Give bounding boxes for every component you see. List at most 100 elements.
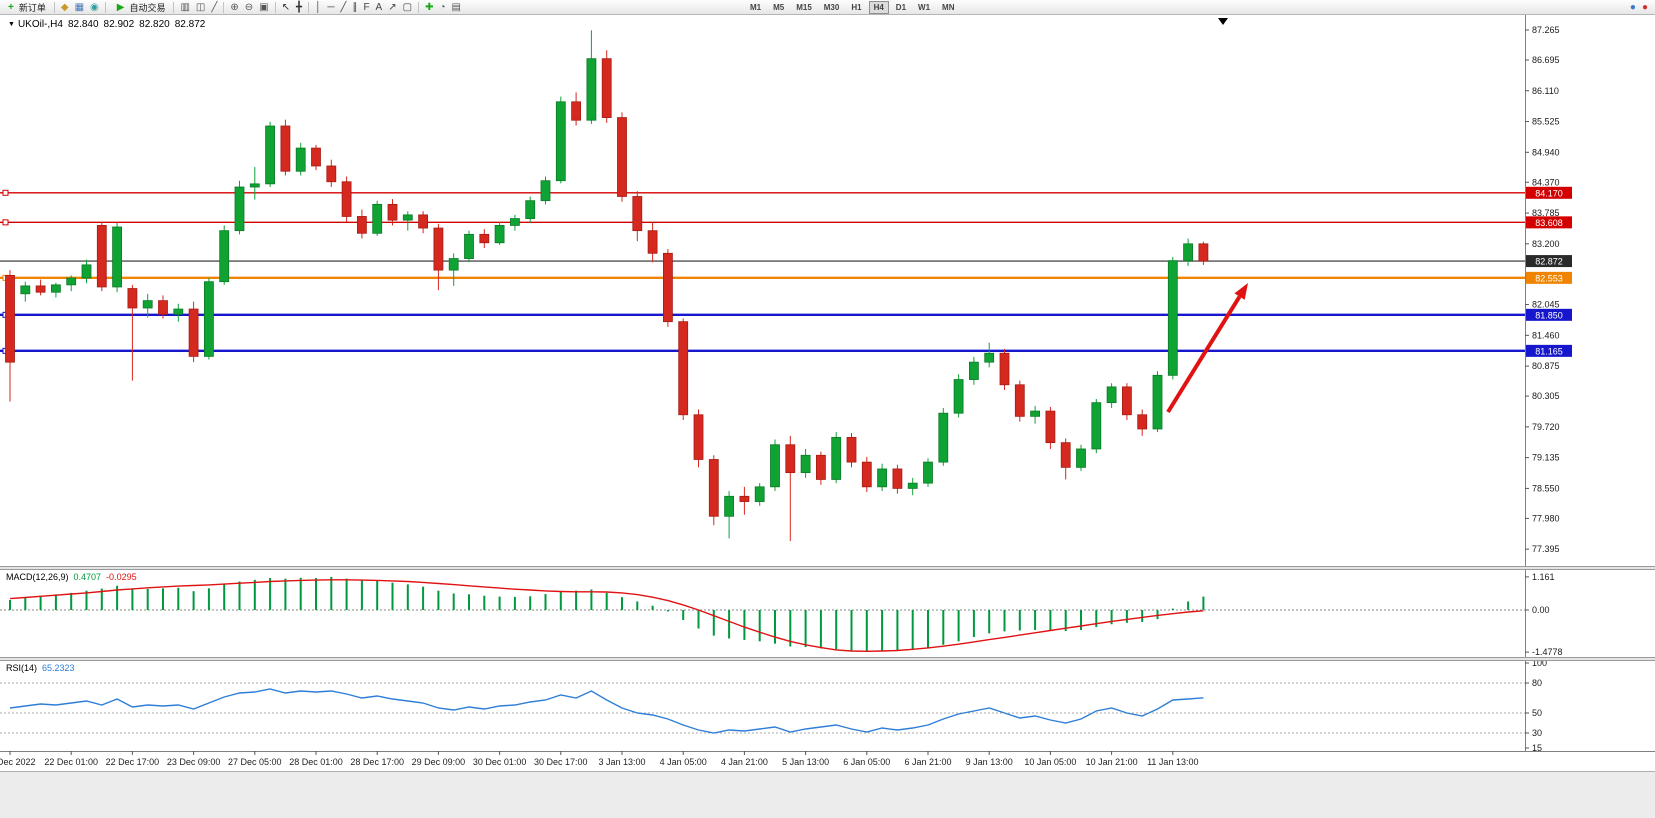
time-axis-label: 5 Jan 13:00 bbox=[782, 757, 829, 767]
time-axis-label: 9 Jan 13:00 bbox=[966, 757, 1013, 767]
candle bbox=[953, 379, 964, 414]
candle bbox=[96, 225, 107, 288]
price-scale[interactable]: 87.265 86.695 86.110 85.525 84.940 84.370 83.7… bbox=[1525, 15, 1655, 771]
tile-windows-icon[interactable]: ▣ bbox=[259, 1, 269, 13]
indicators-add-icon[interactable]: ✚ bbox=[425, 1, 434, 13]
macd-name: MACD(12,26,9) bbox=[6, 572, 69, 582]
candle bbox=[770, 444, 780, 488]
candle bbox=[1060, 442, 1071, 468]
cursor-icon[interactable]: ↖ bbox=[281, 1, 291, 13]
toolbar-separator bbox=[173, 1, 175, 13]
timeframe-m5[interactable]: M5 bbox=[773, 2, 785, 12]
period-icon[interactable]: ◔ bbox=[439, 1, 446, 13]
macd-histogram-bar bbox=[651, 605, 654, 610]
macd-histogram-bar bbox=[422, 586, 425, 610]
macd-histogram-bar bbox=[636, 601, 639, 610]
candle bbox=[479, 233, 490, 244]
shapes-icon[interactable]: ▢ bbox=[402, 1, 413, 13]
timeframe-h4[interactable]: H4 bbox=[868, 0, 889, 14]
pane-splitter[interactable] bbox=[0, 566, 1655, 570]
time-axis-label: 29 Dec 09:00 bbox=[412, 757, 466, 767]
timeframe-h1[interactable]: H1 bbox=[851, 2, 862, 12]
candle bbox=[387, 203, 398, 221]
rsi-value: 65.2323 bbox=[42, 663, 75, 673]
text-icon[interactable]: A bbox=[375, 1, 383, 13]
horizontal-line-icon[interactable]: ─ bbox=[327, 1, 335, 13]
timeframe-mn[interactable]: MN bbox=[942, 2, 955, 12]
rsi-axis-label: 50 bbox=[1532, 708, 1542, 718]
new-order-button[interactable]: + 新订单 bbox=[0, 1, 51, 14]
trend-arrow[interactable] bbox=[1166, 283, 1248, 414]
price-axis-label: 81.460 bbox=[1532, 330, 1560, 340]
data-window-icon[interactable]: ▦ bbox=[74, 1, 85, 13]
auto-trading-label: 自动交易 bbox=[129, 2, 166, 13]
line-handle[interactable] bbox=[2, 219, 9, 226]
channel-icon[interactable]: ∥ bbox=[352, 1, 358, 13]
crosshair-icon[interactable]: ╋ bbox=[296, 1, 303, 13]
template-icon[interactable]: ▤ bbox=[451, 1, 461, 13]
price-badge bbox=[1526, 216, 1572, 229]
macd-histogram-bar bbox=[804, 610, 807, 648]
macd-histogram-bar bbox=[9, 600, 11, 610]
macd-histogram-bar bbox=[315, 578, 317, 610]
macd-histogram-bar bbox=[896, 610, 899, 651]
macd-histogram-bar bbox=[70, 592, 73, 610]
macd-histogram-bar bbox=[192, 591, 195, 610]
time-axis-label: 10 Jan 05:00 bbox=[1024, 757, 1076, 767]
price-axis-background[interactable] bbox=[1525, 15, 1655, 771]
help-icon[interactable]: ● bbox=[1641, 1, 1648, 13]
timeframe-d1[interactable]: D1 bbox=[895, 2, 907, 12]
search-icon[interactable]: ● bbox=[1629, 1, 1636, 13]
timeframe-m30[interactable]: M30 bbox=[823, 2, 840, 12]
macd-main-value: 0.4707 bbox=[73, 572, 102, 582]
timeframe-m15[interactable]: M15 bbox=[796, 2, 812, 12]
bar-chart-icon[interactable]: ▥ bbox=[180, 1, 190, 13]
navigator-icon[interactable]: ◉ bbox=[90, 1, 99, 13]
timeframe-w1[interactable]: W1 bbox=[918, 2, 931, 12]
macd-histogram-bar bbox=[758, 610, 761, 642]
candlestick-chart-icon[interactable]: ◫ bbox=[195, 1, 206, 13]
macd-histogram-bar bbox=[605, 592, 608, 610]
macd-axis-label: 1.161 bbox=[1532, 572, 1555, 582]
candle bbox=[464, 233, 474, 259]
trend-arrow-head[interactable] bbox=[1234, 283, 1248, 300]
candle bbox=[494, 225, 505, 244]
price-badge-value: 81.850 bbox=[1535, 310, 1563, 320]
rsi-axis-label: 15 bbox=[1532, 743, 1542, 753]
status-area bbox=[0, 771, 1655, 818]
candle bbox=[341, 181, 352, 217]
candle bbox=[1183, 243, 1193, 262]
time-axis-label: 3 Jan 13:00 bbox=[598, 757, 645, 767]
candle bbox=[418, 214, 429, 229]
rsi-name: RSI(14) bbox=[6, 663, 38, 673]
market-watch-icon[interactable]: ◆ bbox=[60, 1, 69, 13]
macd-histogram-bar bbox=[957, 610, 960, 642]
line-chart-icon[interactable]: ╱ bbox=[211, 1, 218, 13]
macd-histogram-bar bbox=[1018, 610, 1021, 631]
toolbar-separator bbox=[223, 1, 225, 13]
timeframe-m1[interactable]: M1 bbox=[749, 2, 762, 12]
chart-shift-marker[interactable] bbox=[1218, 18, 1228, 25]
candle bbox=[356, 216, 367, 234]
pane-splitter[interactable] bbox=[0, 657, 1655, 661]
zoom-in-icon[interactable]: ⊕ bbox=[230, 1, 239, 13]
trend-arrow-shaft[interactable] bbox=[1166, 295, 1242, 414]
price-level-lines[interactable] bbox=[0, 189, 1525, 354]
candle bbox=[1137, 414, 1148, 430]
time-axis-background[interactable] bbox=[0, 751, 1655, 771]
toolbar-separator bbox=[104, 1, 106, 13]
time-scale[interactable]: 21 Dec 2022 22 Dec 01:00 22 Dec 17:00 23 De… bbox=[0, 751, 1655, 771]
macd-histogram-bar bbox=[927, 610, 929, 648]
candle bbox=[203, 281, 214, 357]
vertical-line-icon[interactable]: │ bbox=[315, 1, 322, 13]
candle bbox=[846, 436, 857, 463]
line-handle[interactable] bbox=[2, 189, 9, 196]
zoom-out-icon[interactable]: ⊖ bbox=[244, 1, 254, 13]
candle bbox=[20, 285, 31, 295]
auto-trading-button[interactable]: ▶ 自动交易 bbox=[109, 1, 171, 14]
fibonacci-icon[interactable]: F bbox=[363, 1, 370, 13]
trendline-icon[interactable]: ╱ bbox=[340, 1, 347, 13]
arrows-icon[interactable]: ↗ bbox=[388, 1, 397, 13]
chart-area[interactable]: 87.265 86.695 86.110 85.525 84.940 84.370 83.7… bbox=[0, 15, 1655, 818]
price-axis-label: 87.265 bbox=[1532, 25, 1560, 35]
